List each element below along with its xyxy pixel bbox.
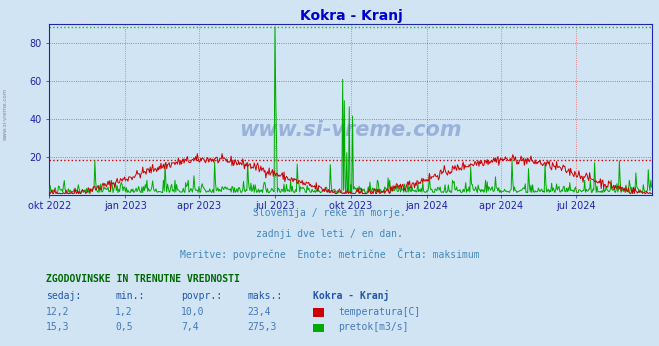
- Text: ZGODOVINSKE IN TRENUTNE VREDNOSTI: ZGODOVINSKE IN TRENUTNE VREDNOSTI: [46, 274, 240, 284]
- Text: 23,4: 23,4: [247, 307, 271, 317]
- Text: 15,3: 15,3: [46, 322, 70, 333]
- Text: Slovenija / reke in morje.: Slovenija / reke in morje.: [253, 208, 406, 218]
- Text: Kokra - Kranj: Kokra - Kranj: [313, 290, 389, 301]
- Text: temperatura[C]: temperatura[C]: [338, 307, 420, 317]
- Text: Meritve: povprečne  Enote: metrične  Črta: maksimum: Meritve: povprečne Enote: metrične Črta:…: [180, 248, 479, 260]
- Text: 275,3: 275,3: [247, 322, 277, 333]
- Text: 1,2: 1,2: [115, 307, 133, 317]
- Text: 12,2: 12,2: [46, 307, 70, 317]
- Text: www.si-vreme.com: www.si-vreme.com: [3, 88, 8, 140]
- Text: pretok[m3/s]: pretok[m3/s]: [338, 322, 409, 333]
- Text: 0,5: 0,5: [115, 322, 133, 333]
- Text: zadnji dve leti / en dan.: zadnji dve leti / en dan.: [256, 229, 403, 239]
- Text: 10,0: 10,0: [181, 307, 205, 317]
- Text: maks.:: maks.:: [247, 291, 282, 301]
- Text: sedaj:: sedaj:: [46, 291, 81, 301]
- Text: min.:: min.:: [115, 291, 145, 301]
- Text: 7,4: 7,4: [181, 322, 199, 333]
- Text: povpr.:: povpr.:: [181, 291, 222, 301]
- Text: www.si-vreme.com: www.si-vreme.com: [240, 120, 462, 140]
- Title: Kokra - Kranj: Kokra - Kranj: [300, 9, 402, 23]
